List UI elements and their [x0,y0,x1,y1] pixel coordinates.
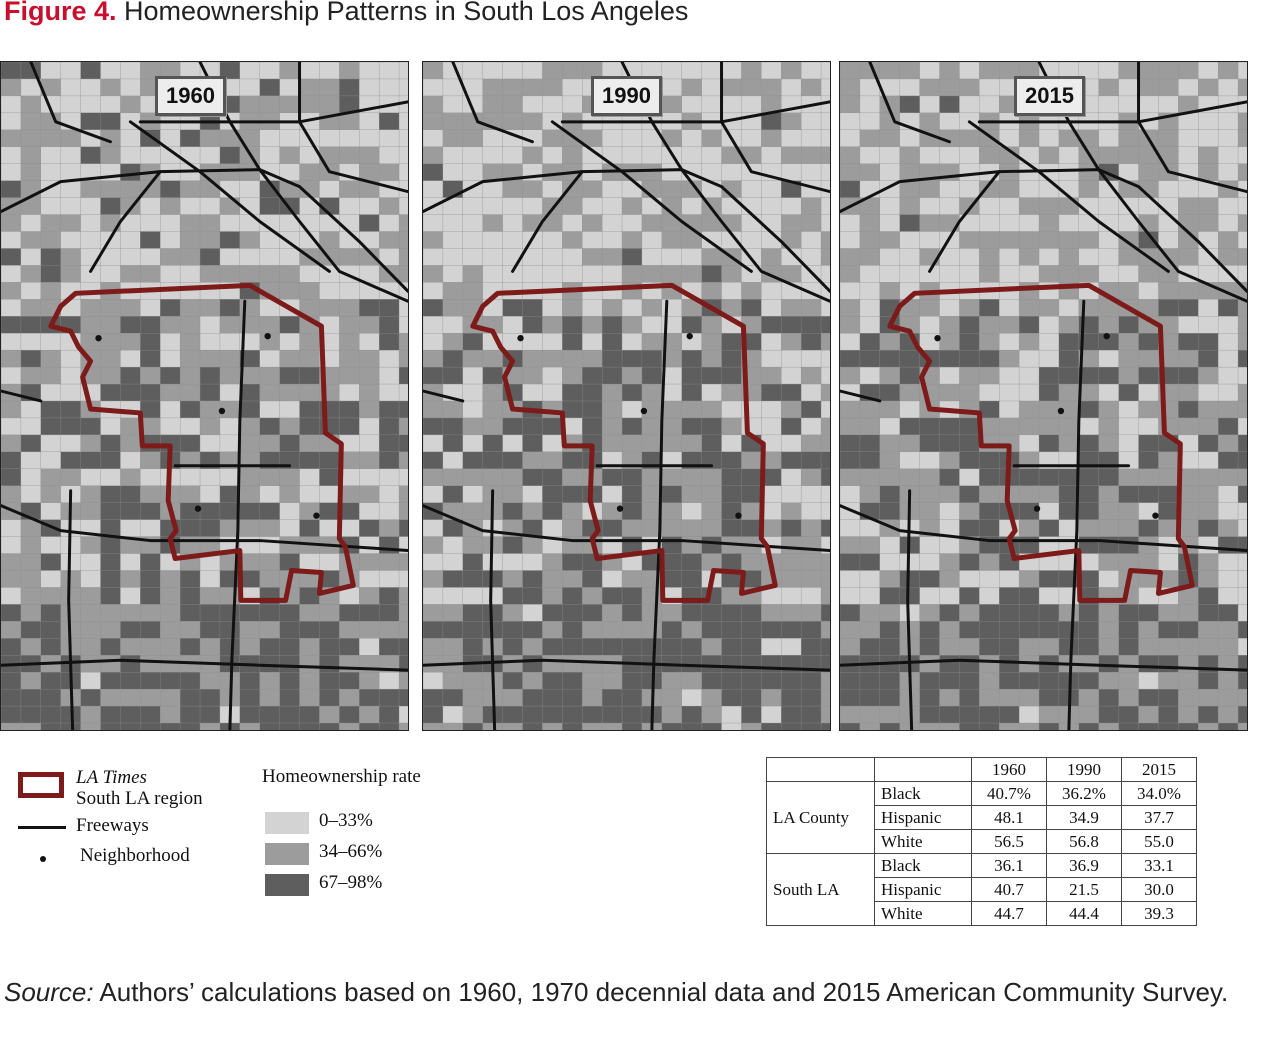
table-header-year: 1990 [1046,757,1122,782]
homeownership-table: 1960 1990 2015 Black 40.7% 36.2% 34.0% L… [766,757,1197,926]
table-cell [766,853,875,878]
table-group-label: LA County [766,805,875,830]
table-cell [766,901,875,926]
table-value: 48.1 [971,805,1047,830]
table-race: White [874,829,972,854]
table-value: 33.1 [1121,853,1197,878]
table-value: 44.4 [1046,901,1122,926]
table-cell [766,781,875,806]
table-row: Black 36.1 36.9 33.1 [766,853,1197,878]
source-note: Source: Authors’ calculations based on 1… [4,972,1280,1013]
table-race: Hispanic [874,805,972,830]
table-header-year: 2015 [1121,757,1197,782]
table-value: 56.8 [1046,829,1122,854]
table-value: 37.7 [1121,805,1197,830]
table-value: 55.0 [1121,829,1197,854]
table-race: Black [874,853,972,878]
legend-class-high: 67–98% [319,872,383,893]
legend-swatch-mid [265,843,309,865]
figure-title: Figure 4. Homeownership Patterns in Sout… [4,0,688,27]
legend-region-symbol [18,772,64,798]
source-label: Source: [4,977,94,1007]
map-panel-1960: 1960 [0,61,409,731]
legend-region-label: LA Times South LA region [76,767,203,809]
table-value: 34.9 [1046,805,1122,830]
map-graphic [840,62,1247,730]
map-year-label: 1990 [591,76,662,116]
map-graphic [1,62,408,730]
table-header-year: 1960 [971,757,1047,782]
map-year-label: 2015 [1014,76,1085,116]
legend-region-text: South LA region [76,788,203,809]
table-value: 36.1 [971,853,1047,878]
map-graphic [423,62,830,730]
table-value: 39.3 [1121,901,1197,926]
map-panel-1990: 1990 [422,61,831,731]
legend-region-italic: LA Times [76,767,147,788]
table-row: White 44.7 44.4 39.3 [766,901,1197,926]
legend-swatch-high [265,874,309,896]
figure-number: Figure 4. [4,0,117,26]
table-cell [766,829,875,854]
table-value: 40.7 [971,877,1047,902]
table-row: LA County Hispanic 48.1 34.9 37.7 [766,805,1197,830]
table-group-label: South LA [766,877,875,902]
map-panel-2015: 2015 [839,61,1248,731]
table-row: Black 40.7% 36.2% 34.0% [766,781,1197,806]
table-value: 36.9 [1046,853,1122,878]
table-value: 34.0% [1121,781,1197,806]
table-row: White 56.5 56.8 55.0 [766,829,1197,854]
table-value: 36.2% [1046,781,1122,806]
figure-title-text: Homeownership Patterns in South Los Ange… [124,0,689,26]
table-race: White [874,901,972,926]
table-value: 30.0 [1121,877,1197,902]
table-cell [874,757,972,782]
legend-class-low: 0–33% [319,810,373,831]
map-year-label: 1960 [155,76,226,116]
legend-freeway-symbol [18,826,66,829]
legend-swatch-low [265,812,309,834]
table-cell [766,757,875,782]
table-race: Hispanic [874,877,972,902]
legend-class-mid: 34–66% [319,841,383,862]
legend-neighborhood-label: Neighborhood [80,845,190,866]
table-value: 21.5 [1046,877,1122,902]
legend-freeways-label: Freeways [76,815,149,836]
table-race: Black [874,781,972,806]
table-value: 40.7% [971,781,1047,806]
table-value: 56.5 [971,829,1047,854]
legend-rate-title: Homeownership rate [262,766,421,787]
source-text: Authors’ calculations based on 1960, 197… [93,977,1229,1007]
table-header-row: 1960 1990 2015 [766,757,1197,782]
legend-neighborhood-symbol [40,856,46,862]
table-value: 44.7 [971,901,1047,926]
table-row: South LA Hispanic 40.7 21.5 30.0 [766,877,1197,902]
